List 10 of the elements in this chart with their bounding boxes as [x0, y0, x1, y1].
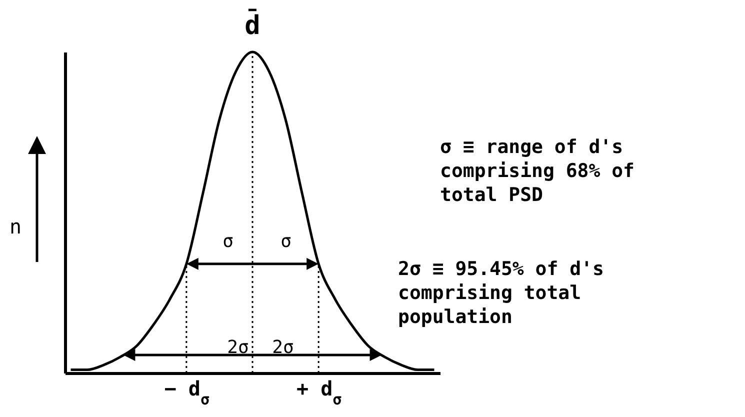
annotation: 2σ ≡ 95.45% of d's comprising total population: [398, 258, 604, 328]
x-tick-label: − d$_{σ}$: [164, 376, 210, 408]
annotation: 2σ: [272, 337, 294, 358]
annotation: σ: [280, 231, 292, 252]
annotation: 2σ: [227, 337, 249, 358]
y-axis-title: n: [9, 214, 22, 238]
annotation: d̄: [244, 8, 260, 41]
annotation: σ ≡ range of d's comprising 68% of total PSD: [440, 136, 634, 206]
annotation: σ: [222, 231, 234, 252]
x-tick-label: + d$_{σ}$: [296, 376, 342, 408]
